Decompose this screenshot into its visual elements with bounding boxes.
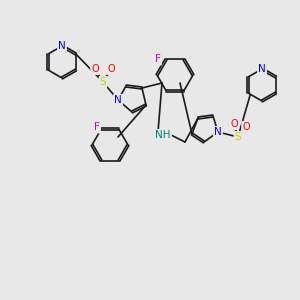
Text: S: S xyxy=(100,77,106,87)
Text: F: F xyxy=(155,54,161,64)
Text: O: O xyxy=(107,64,115,74)
Text: N: N xyxy=(58,41,66,51)
Text: F: F xyxy=(94,122,100,132)
Text: N: N xyxy=(214,127,222,137)
Text: O: O xyxy=(230,119,238,129)
Text: O: O xyxy=(242,122,250,132)
Text: N: N xyxy=(114,95,122,105)
Text: O: O xyxy=(91,64,99,74)
Text: S: S xyxy=(235,132,241,142)
Text: NH: NH xyxy=(155,130,171,140)
Text: N: N xyxy=(258,64,266,74)
